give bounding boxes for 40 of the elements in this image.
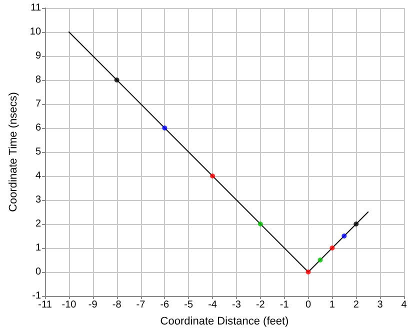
- y-tick-label: 5: [35, 146, 42, 158]
- y-axis-title: Coordinate Time (nsecs): [8, 92, 20, 212]
- x-tick-label: -4: [208, 300, 218, 310]
- point: [330, 246, 335, 250]
- x-tick-label: -8: [112, 300, 122, 310]
- x-tick-label: -5: [184, 300, 194, 310]
- y-tick-label: 6: [35, 122, 42, 134]
- y-tick-label: 9: [35, 50, 42, 62]
- y-tick-label: 0: [35, 266, 42, 278]
- point: [258, 222, 263, 226]
- x-tick-label: -10: [62, 300, 77, 310]
- x-tick-label: -6: [160, 300, 170, 310]
- point: [318, 258, 323, 262]
- y-tick-label: 11: [30, 2, 42, 14]
- point: [354, 222, 359, 226]
- x-tick-label: -7: [136, 300, 146, 310]
- y-tick-label: 1: [35, 242, 42, 254]
- point: [210, 174, 216, 178]
- y-tick-label: 7: [35, 98, 42, 110]
- x-tick-label: -3: [232, 300, 242, 310]
- x-tick-label: 1: [329, 300, 336, 310]
- x-tick-label: 0: [305, 300, 312, 310]
- y-tick-label: 2: [35, 218, 42, 230]
- y-tick-label: -1: [32, 290, 42, 302]
- x-tick-label: -1: [280, 300, 290, 310]
- x-tick-label: -11: [38, 300, 52, 310]
- x-tick-label: -2: [256, 300, 266, 310]
- x-axis-title: Coordinate Distance (feet): [160, 316, 289, 328]
- x-tick-label: 4: [401, 300, 408, 310]
- y-tick-label: 10: [30, 26, 42, 38]
- x-tick-label: 2: [353, 300, 360, 310]
- x-tick-label: -9: [88, 300, 98, 310]
- x-tick-label: 3: [377, 300, 384, 310]
- point: [342, 234, 347, 238]
- y-tick-label: 4: [35, 170, 42, 182]
- point: [306, 270, 311, 274]
- y-tick-label: 8: [35, 74, 42, 86]
- point: [162, 126, 168, 130]
- y-tick-label: 3: [35, 194, 42, 206]
- point: [114, 78, 120, 82]
